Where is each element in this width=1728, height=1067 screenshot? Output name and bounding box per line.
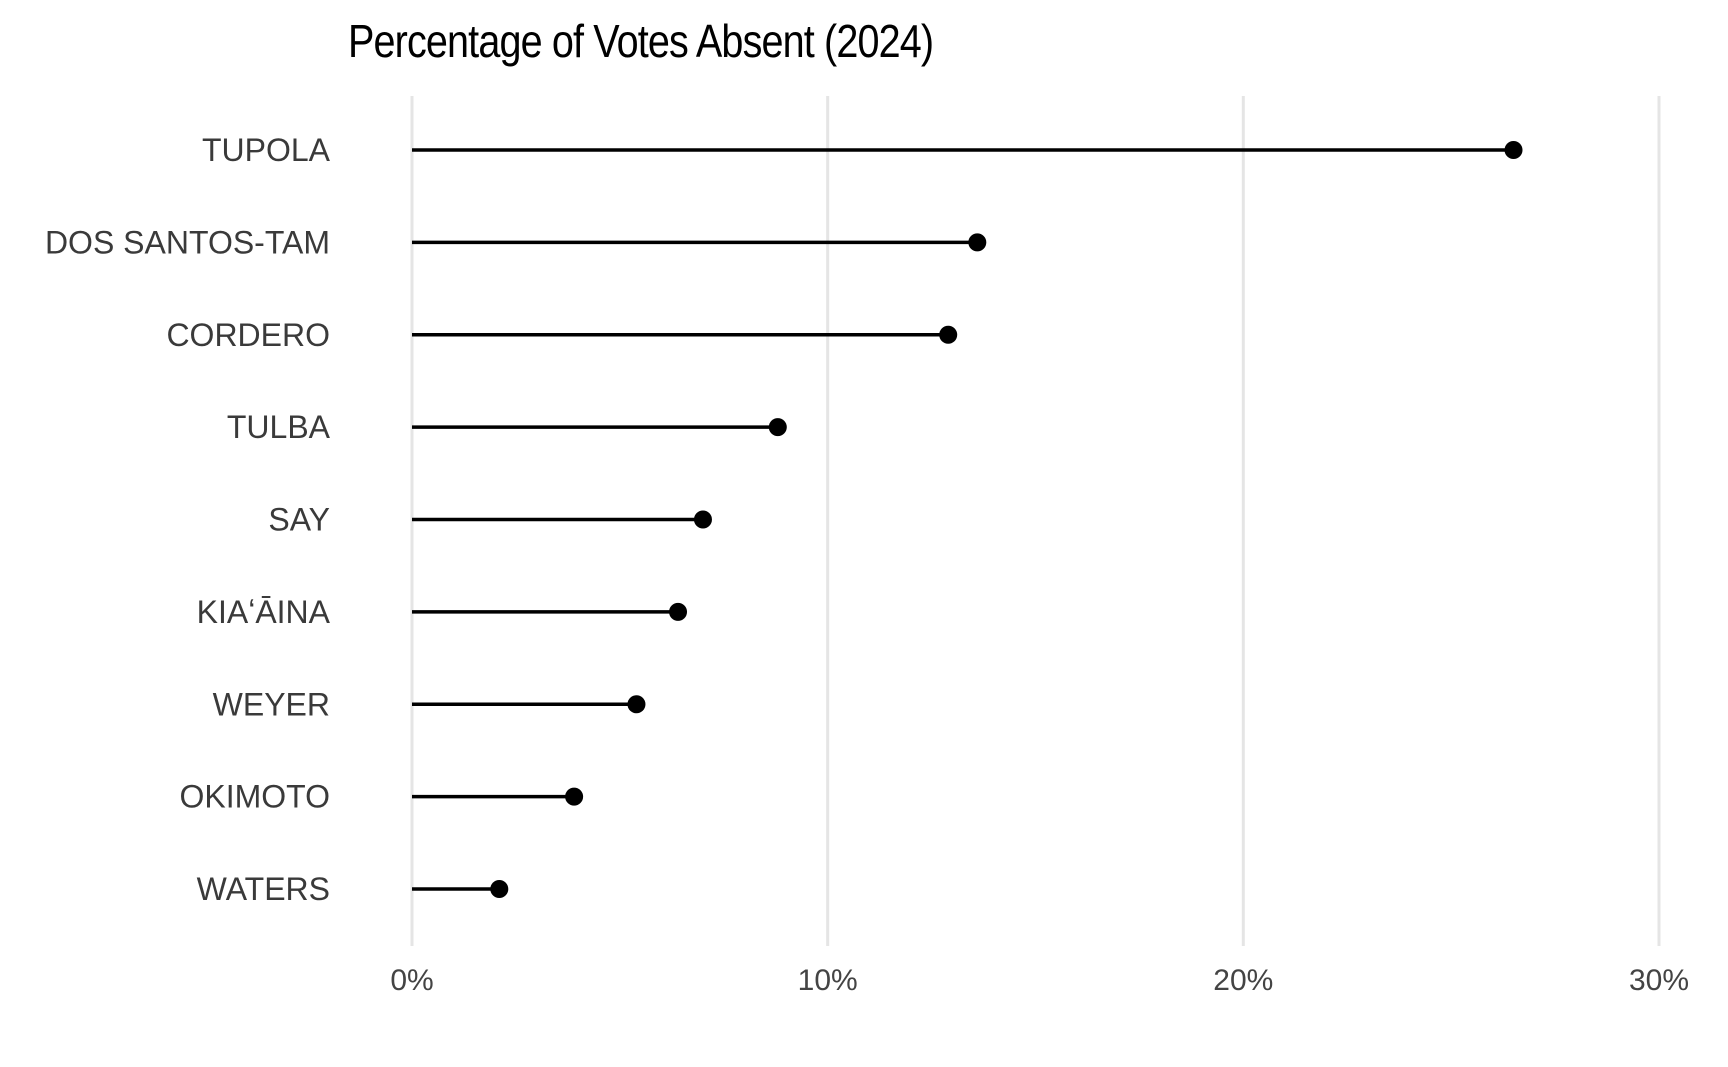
lollipop-dot xyxy=(968,233,987,252)
category-label: WEYER xyxy=(213,686,330,722)
x-tick-label: 10% xyxy=(798,964,858,997)
lollipop-dot xyxy=(768,418,787,437)
lollipop-dot xyxy=(627,695,646,714)
lollipop-dot xyxy=(693,510,712,529)
dots xyxy=(490,141,1523,898)
lollipop-dot xyxy=(1504,141,1523,159)
lollipop-dot xyxy=(669,602,688,621)
category-label: TUPOLA xyxy=(202,132,331,168)
category-labels: TUPOLA DOS SANTOS-TAM CORDERO TULBA SAY KIAʻĀ… xyxy=(45,132,331,907)
category-label: OKIMOTO xyxy=(179,779,330,815)
stems xyxy=(412,148,1514,891)
lollipop-dot xyxy=(565,787,584,806)
x-tick-label: 30% xyxy=(1629,964,1689,997)
chart-title: Percentage of Votes Absent (2024) xyxy=(348,15,934,67)
category-label: SAY xyxy=(268,502,330,538)
x-tick-label: 20% xyxy=(1213,964,1273,997)
category-label: DOS SANTOS-TAM xyxy=(45,224,330,260)
x-tick-label: 0% xyxy=(390,964,433,997)
category-label: KIAʻĀINA xyxy=(197,594,331,630)
category-label: TULBA xyxy=(227,409,331,445)
category-label: CORDERO xyxy=(166,317,330,353)
grid-lines xyxy=(410,96,1661,946)
lollipop-dot xyxy=(939,325,958,344)
x-axis: 0% 10% 20% 30% xyxy=(390,964,1689,997)
category-label: WATERS xyxy=(197,871,330,907)
lollipop-dot xyxy=(490,880,509,898)
